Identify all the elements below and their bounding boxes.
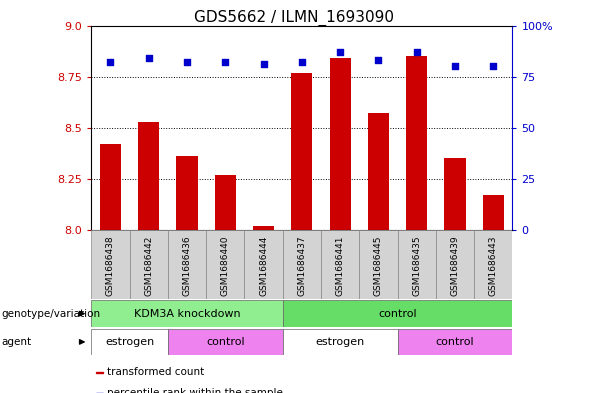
Bar <box>398 329 512 355</box>
Bar <box>368 114 389 230</box>
Text: percentile rank within the sample: percentile rank within the sample <box>107 388 283 393</box>
Text: GSM1686437: GSM1686437 <box>297 235 306 296</box>
Bar <box>91 300 283 327</box>
Text: genotype/variation: genotype/variation <box>1 309 100 319</box>
Text: GSM1686443: GSM1686443 <box>489 235 498 296</box>
Bar <box>177 156 197 230</box>
Point <box>335 49 345 55</box>
Bar <box>321 230 359 299</box>
Bar <box>483 195 504 230</box>
Text: GSM1686445: GSM1686445 <box>374 235 383 296</box>
Point <box>488 63 498 70</box>
Bar <box>91 329 168 355</box>
Point <box>297 59 306 66</box>
Bar <box>95 372 103 373</box>
Text: estrogen: estrogen <box>105 337 154 347</box>
Text: transformed count: transformed count <box>107 367 204 377</box>
Bar <box>398 230 436 299</box>
Text: GDS5662 / ILMN_1693090: GDS5662 / ILMN_1693090 <box>194 10 395 26</box>
Point <box>106 59 115 66</box>
Bar <box>406 56 427 230</box>
Text: GSM1686440: GSM1686440 <box>221 235 230 296</box>
Text: GSM1686442: GSM1686442 <box>144 235 153 296</box>
Bar <box>215 175 236 230</box>
Point <box>259 61 268 68</box>
Text: control: control <box>206 337 244 347</box>
Bar <box>168 329 283 355</box>
Bar <box>445 158 465 230</box>
Bar <box>138 121 159 230</box>
Text: GSM1686436: GSM1686436 <box>183 235 191 296</box>
Point <box>412 49 421 55</box>
Point <box>450 63 459 70</box>
Bar <box>253 226 274 230</box>
Point <box>373 57 383 63</box>
Bar <box>244 230 283 299</box>
Text: control: control <box>378 309 417 319</box>
Bar <box>168 230 206 299</box>
Bar <box>292 73 312 230</box>
Text: GSM1686435: GSM1686435 <box>412 235 421 296</box>
Bar <box>436 230 474 299</box>
Text: GSM1686439: GSM1686439 <box>451 235 459 296</box>
Bar <box>474 230 512 299</box>
Bar <box>283 300 512 327</box>
Bar <box>359 230 398 299</box>
Point <box>144 55 153 61</box>
Text: estrogen: estrogen <box>316 337 365 347</box>
Bar <box>283 329 398 355</box>
Bar <box>330 58 350 230</box>
Bar <box>130 230 168 299</box>
Bar <box>206 230 244 299</box>
Point <box>220 59 230 66</box>
Bar <box>91 230 130 299</box>
Text: KDM3A knockdown: KDM3A knockdown <box>134 309 240 319</box>
Point <box>183 59 192 66</box>
Text: GSM1686444: GSM1686444 <box>259 235 268 296</box>
Bar <box>100 144 121 230</box>
Text: GSM1686438: GSM1686438 <box>106 235 115 296</box>
Text: GSM1686441: GSM1686441 <box>336 235 345 296</box>
Text: agent: agent <box>1 337 31 347</box>
Bar <box>283 230 321 299</box>
Text: control: control <box>436 337 474 347</box>
